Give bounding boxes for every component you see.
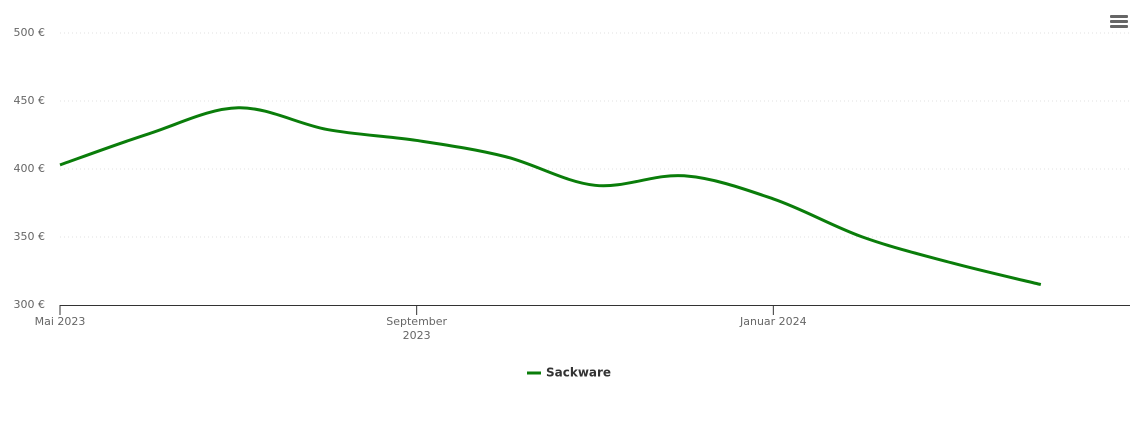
x-tick-label: Januar 2024 (739, 315, 807, 328)
x-tick-label: September 2023 (386, 315, 448, 342)
menu-button[interactable] (1110, 15, 1128, 28)
x-tick-label: Mai 2023 (34, 315, 86, 328)
data-line (59, 106, 1042, 287)
y-tick-label: 450 € (14, 94, 46, 107)
legend-item[interactable]: Sackware (527, 366, 611, 380)
y-tick-label: 300 € (14, 298, 46, 311)
legend-label: Sackware (546, 366, 611, 380)
y-tick-label: 400 € (14, 162, 46, 175)
y-tick-label: 350 € (14, 230, 46, 243)
y-tick-label: 500 € (14, 26, 46, 39)
